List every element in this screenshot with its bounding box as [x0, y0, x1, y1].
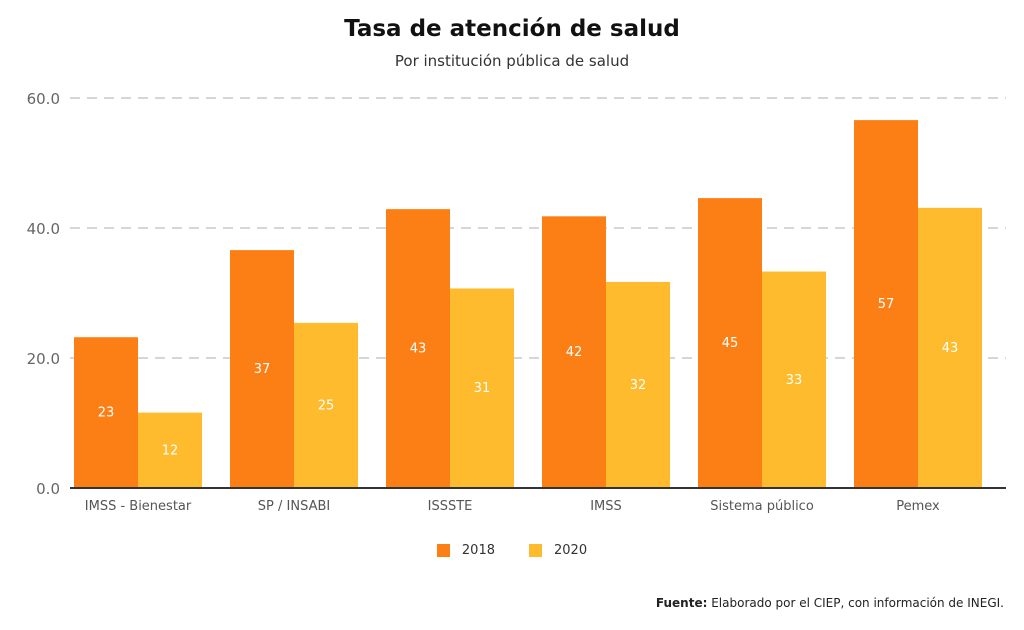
- data-label-2018: 45: [722, 336, 739, 351]
- bar-2020: [450, 288, 514, 488]
- x-tick-label: SP / INSABI: [258, 499, 330, 514]
- y-tick-label: 40.0: [27, 220, 60, 238]
- legend-label-2018: 2018: [461, 543, 495, 558]
- bar-2020: [762, 271, 826, 488]
- bar-2020: [606, 281, 670, 488]
- bar-2020: [294, 322, 358, 488]
- bar-2018: [698, 198, 762, 488]
- source-text: Elaborado por el CIEP, con información d…: [711, 596, 1004, 610]
- legend-swatch-2018: [436, 544, 450, 557]
- source-note: Fuente: Elaborado por el CIEP, con infor…: [656, 596, 1004, 610]
- data-label-2020: 43: [942, 341, 959, 356]
- bar-chart: 0.0 20.0 40.0 60.0 23 12 IMSS - Bienestar 37 25 S…: [27, 90, 1006, 514]
- y-tick-label: 60.0: [27, 90, 60, 108]
- legend-label-2020: 2020: [554, 543, 588, 558]
- data-label-2018: 23: [98, 406, 115, 421]
- data-label-2020: 12: [162, 443, 179, 458]
- data-label-2018: 37: [254, 362, 271, 377]
- data-label-2020: 32: [630, 378, 647, 393]
- x-tick-label: Sistema público: [710, 499, 814, 514]
- data-label-2020: 31: [474, 381, 491, 396]
- bar-2020: [918, 207, 982, 488]
- chart-subtitle: Por institución pública de salud: [394, 52, 630, 70]
- chart-title: Tasa de atención de salud: [344, 16, 680, 42]
- data-label-2018: 57: [878, 297, 895, 312]
- legend-swatch-2020: [529, 544, 542, 557]
- legend: 2018 2020: [0, 543, 1024, 558]
- x-tick-label: IMSS - Bienestar: [85, 499, 192, 514]
- bar-2018: [74, 337, 138, 488]
- x-tick-label: IMSS: [590, 499, 622, 514]
- data-label-2018: 42: [566, 345, 583, 360]
- legend-item-2020[interactable]: 2020: [529, 543, 587, 558]
- y-tick-label: 0.0: [36, 480, 60, 498]
- legend-item-2018[interactable]: 2018: [436, 543, 495, 558]
- data-label-2020: 25: [318, 398, 335, 413]
- bar-2018: [542, 216, 606, 489]
- bar-2020: [138, 412, 202, 488]
- x-tick-label: ISSSTE: [428, 499, 473, 514]
- x-tick-label: Pemex: [896, 499, 940, 514]
- data-label-2018: 43: [410, 342, 427, 357]
- data-label-2020: 33: [786, 373, 803, 388]
- bar-2018: [386, 209, 450, 488]
- bar-2018: [230, 250, 294, 488]
- source-label: Fuente:: [655, 596, 708, 610]
- bar-2018: [854, 120, 918, 488]
- y-tick-label: 20.0: [27, 350, 60, 368]
